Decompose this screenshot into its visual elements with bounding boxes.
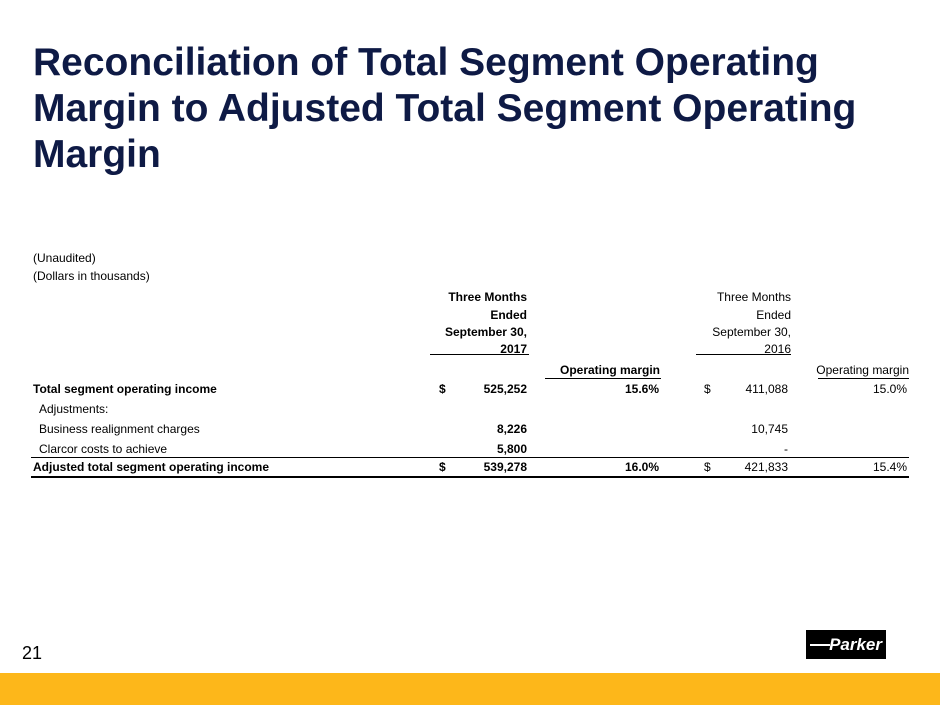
row-label: Adjusted total segment operating income	[33, 460, 270, 474]
header-margin-2017: Operating margin	[559, 363, 660, 377]
header-2016-line3: September 30,	[712, 325, 791, 339]
value-2017: 525,252	[483, 382, 527, 396]
header-2017-line3: September 30,	[444, 325, 527, 339]
row-label: Adjustments:	[39, 402, 109, 416]
header-2017-line2: Ended	[490, 308, 527, 322]
total-rule	[31, 476, 909, 478]
unaudited-note: (Unaudited)	[33, 251, 96, 265]
header-2017-line4: 2017	[500, 342, 527, 356]
parker-logo: Parker	[806, 630, 886, 659]
value-2017: 5,800	[496, 442, 527, 456]
margin-2016: 15.4%	[872, 460, 907, 474]
row-label: Clarcor costs to achieve	[39, 442, 168, 456]
row-label: Business realignment charges	[39, 422, 200, 436]
margin-2017: 15.6%	[624, 382, 659, 396]
margin-2017: 16.0%	[624, 460, 659, 474]
margin-2017-underline	[545, 378, 661, 379]
value-2016: 411,088	[745, 382, 789, 396]
value-2016: -	[784, 442, 788, 456]
currency-symbol: $	[439, 382, 446, 396]
value-2016: 421,833	[744, 460, 788, 474]
page-number: 21	[22, 643, 43, 663]
header-2016-line2: Ended	[756, 308, 791, 322]
header-2016-underline	[696, 354, 791, 355]
slide-title: Reconciliation of Total Segment Operatin…	[33, 41, 857, 176]
value-2016: 10,745	[751, 422, 788, 436]
value-2017: 8,226	[496, 422, 527, 436]
header-2016-line1: Three Months	[716, 290, 791, 304]
currency-symbol: $	[439, 460, 446, 474]
header-margin-2016: Operating margin	[816, 363, 909, 377]
header-2016-line4: 2016	[764, 342, 791, 356]
header-2017-underline	[430, 354, 529, 355]
margin-2016: 15.0%	[872, 382, 907, 396]
footer-band	[0, 673, 940, 705]
value-2017: 539,278	[483, 460, 527, 474]
margin-2016-underline	[818, 378, 909, 379]
logo-text: Parker	[829, 635, 882, 654]
currency-symbol: $	[704, 460, 711, 474]
header-2017-line1: Three Months	[448, 290, 527, 304]
subtotal-rule	[31, 457, 909, 458]
currency-symbol: $	[704, 382, 711, 396]
row-label: Total segment operating income	[33, 382, 217, 396]
units-note: (Dollars in thousands)	[33, 269, 150, 283]
